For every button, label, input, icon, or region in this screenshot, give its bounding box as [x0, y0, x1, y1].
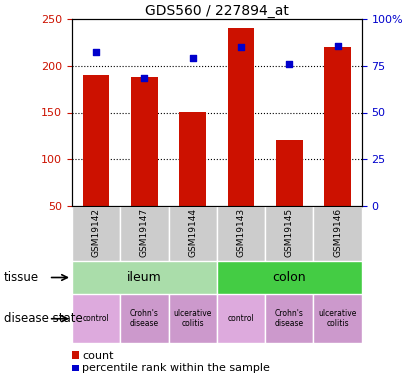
Point: [238, 44, 244, 50]
Bar: [169, 206, 217, 261]
Bar: [169, 294, 217, 343]
Text: ulcerative
colitis: ulcerative colitis: [173, 309, 212, 328]
Bar: [72, 206, 120, 261]
Text: tissue: tissue: [4, 271, 39, 284]
Text: GSM19143: GSM19143: [236, 208, 245, 257]
Bar: [72, 261, 217, 294]
Bar: [276, 140, 302, 206]
Text: GSM19146: GSM19146: [333, 208, 342, 257]
Point: [189, 55, 196, 61]
Text: percentile rank within the sample: percentile rank within the sample: [82, 363, 270, 373]
Bar: [120, 294, 169, 343]
Bar: [265, 206, 314, 261]
Text: ulcerative
colitis: ulcerative colitis: [319, 309, 357, 328]
Bar: [314, 294, 362, 343]
Bar: [179, 112, 206, 206]
Bar: [324, 47, 351, 206]
Bar: [217, 206, 265, 261]
Bar: [217, 294, 265, 343]
Bar: [83, 75, 109, 206]
Bar: [228, 28, 254, 206]
Text: GSM19142: GSM19142: [92, 208, 101, 257]
Bar: [131, 77, 158, 206]
Text: colon: colon: [272, 271, 306, 284]
Point: [286, 61, 293, 67]
Text: Crohn's
disease: Crohn's disease: [130, 309, 159, 328]
Text: control: control: [228, 314, 254, 323]
Text: GSM19145: GSM19145: [285, 208, 294, 257]
Text: GSM19147: GSM19147: [140, 208, 149, 257]
Bar: [72, 294, 120, 343]
Text: count: count: [82, 351, 114, 361]
Bar: [120, 206, 169, 261]
Text: Crohn's
disease: Crohn's disease: [275, 309, 304, 328]
Bar: [314, 206, 362, 261]
Bar: [217, 261, 362, 294]
Title: GDS560 / 227894_at: GDS560 / 227894_at: [145, 4, 289, 18]
Text: ileum: ileum: [127, 271, 162, 284]
Text: control: control: [83, 314, 109, 323]
Text: disease state: disease state: [4, 312, 83, 325]
Point: [93, 49, 99, 55]
Text: GSM19144: GSM19144: [188, 208, 197, 257]
Bar: [265, 294, 314, 343]
Point: [334, 43, 341, 49]
Point: [141, 75, 148, 81]
